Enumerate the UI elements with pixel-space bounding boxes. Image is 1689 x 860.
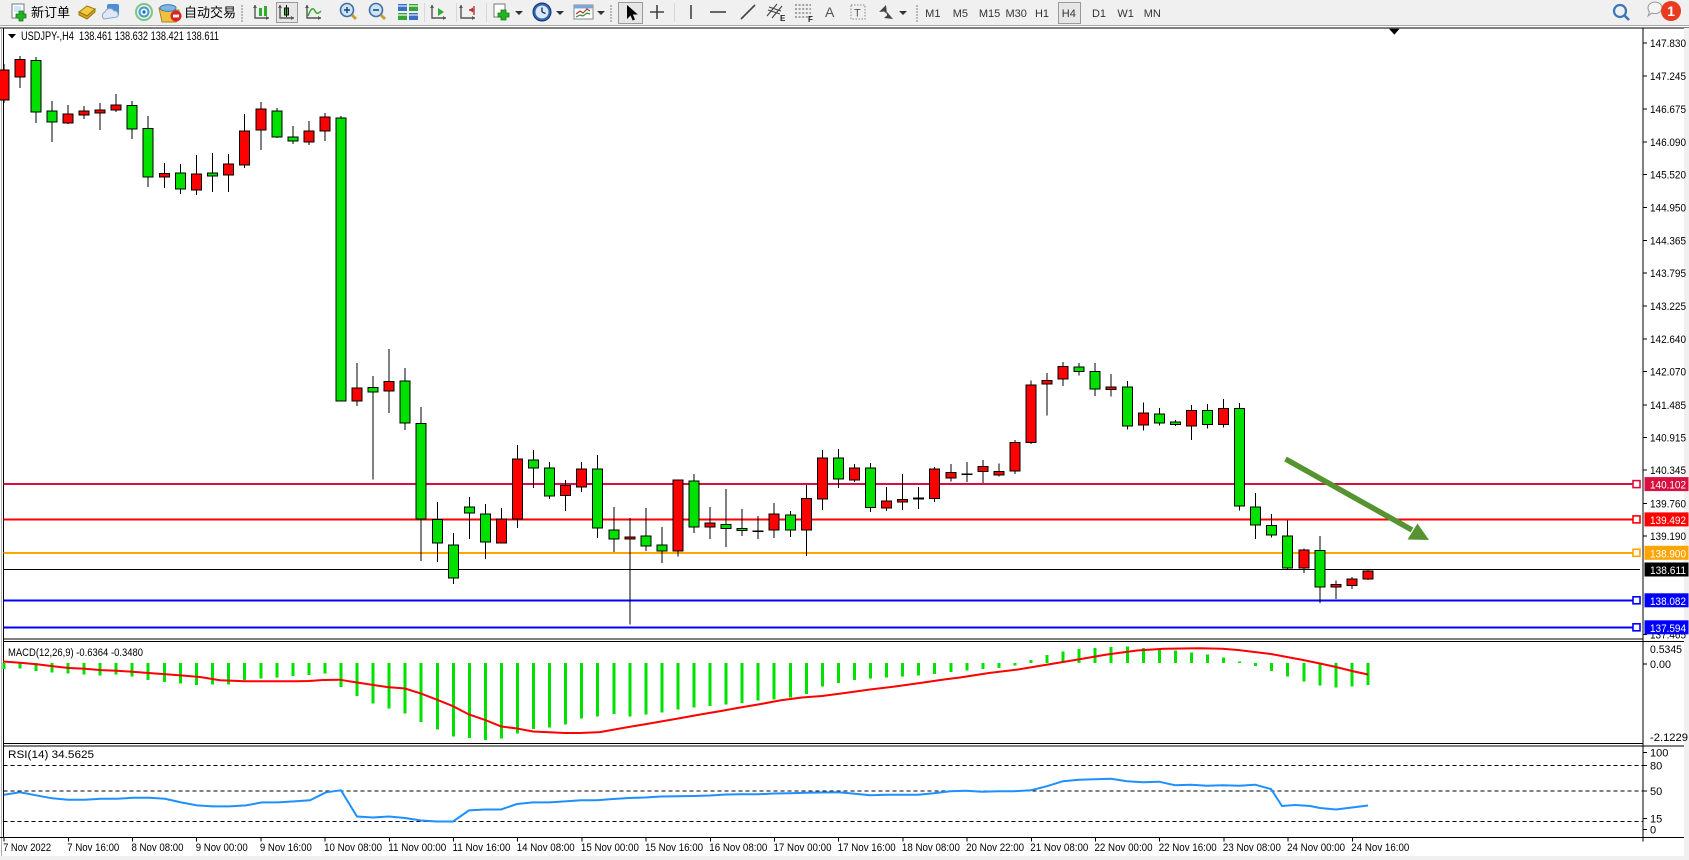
- svg-text:14 Nov 08:00: 14 Nov 08:00: [517, 842, 575, 854]
- svg-text:24 Nov 00:00: 24 Nov 00:00: [1287, 842, 1345, 854]
- svg-text:21 Nov 08:00: 21 Nov 08:00: [1030, 842, 1088, 854]
- svg-text:140.102: 140.102: [1650, 480, 1686, 492]
- svg-text:8 Nov 08:00: 8 Nov 08:00: [132, 842, 184, 854]
- svg-text:T: T: [854, 8, 861, 20]
- svg-text:D1: D1: [1092, 8, 1106, 20]
- svg-text:145.520: 145.520: [1650, 170, 1686, 182]
- svg-text:138.611: 138.611: [1650, 565, 1686, 577]
- svg-text:0.5345: 0.5345: [1650, 644, 1682, 656]
- svg-text:-2.1229: -2.1229: [1650, 732, 1688, 744]
- svg-text:9 Nov 16:00: 9 Nov 16:00: [260, 842, 312, 854]
- svg-text:15: 15: [1650, 814, 1662, 826]
- svg-text:10 Nov 08:00: 10 Nov 08:00: [324, 842, 382, 854]
- svg-text:24 Nov 16:00: 24 Nov 16:00: [1351, 842, 1409, 854]
- svg-text:H1: H1: [1035, 8, 1049, 20]
- svg-text:138.900: 138.900: [1650, 548, 1686, 560]
- svg-text:142.070: 142.070: [1650, 367, 1686, 379]
- svg-text:F: F: [808, 15, 813, 24]
- svg-text:144.365: 144.365: [1650, 236, 1686, 248]
- svg-text:50: 50: [1650, 786, 1662, 798]
- svg-text:80: 80: [1650, 761, 1662, 773]
- svg-text:15 Nov 16:00: 15 Nov 16:00: [645, 842, 703, 854]
- svg-text:22 Nov 16:00: 22 Nov 16:00: [1159, 842, 1217, 854]
- svg-text:138.082: 138.082: [1650, 596, 1686, 608]
- svg-text:17 Nov 00:00: 17 Nov 00:00: [774, 842, 832, 854]
- svg-text:15 Nov 00:00: 15 Nov 00:00: [581, 842, 639, 854]
- svg-text:18 Nov 08:00: 18 Nov 08:00: [902, 842, 960, 854]
- svg-text:7 Nov 16:00: 7 Nov 16:00: [67, 842, 119, 854]
- svg-text:11 Nov 00:00: 11 Nov 00:00: [388, 842, 446, 854]
- svg-text:MACD(12,26,9) -0.6364 -0.3480: MACD(12,26,9) -0.6364 -0.3480: [8, 647, 143, 659]
- svg-text:7 Nov 2022: 7 Nov 2022: [3, 842, 51, 854]
- svg-text:147.245: 147.245: [1650, 71, 1686, 83]
- svg-text:144.950: 144.950: [1650, 202, 1686, 214]
- svg-text:0.00: 0.00: [1650, 659, 1671, 671]
- svg-text:143.225: 143.225: [1650, 301, 1686, 313]
- svg-text:17 Nov 16:00: 17 Nov 16:00: [838, 842, 896, 854]
- svg-text:139.492: 139.492: [1650, 515, 1686, 527]
- svg-text:137.594: 137.594: [1650, 623, 1686, 635]
- svg-text:MN: MN: [1144, 8, 1161, 20]
- svg-text:9 Nov 00:00: 9 Nov 00:00: [196, 842, 248, 854]
- svg-text:W1: W1: [1117, 8, 1134, 20]
- svg-text:142.640: 142.640: [1650, 334, 1686, 346]
- svg-text:M15: M15: [979, 8, 1000, 20]
- svg-text:RSI(14) 34.5625: RSI(14) 34.5625: [8, 749, 94, 761]
- svg-text:USDJPY-,H4 138.461 138.632 13: USDJPY-,H4 138.461 138.632 138.421 138.6…: [21, 29, 219, 43]
- svg-text:0: 0: [1650, 825, 1656, 837]
- svg-text:1: 1: [1667, 3, 1675, 19]
- svg-text:20 Nov 22:00: 20 Nov 22:00: [966, 842, 1024, 854]
- svg-text:139.760: 139.760: [1650, 499, 1686, 511]
- svg-text:16 Nov 08:00: 16 Nov 08:00: [709, 842, 767, 854]
- svg-text:143.795: 143.795: [1650, 268, 1686, 280]
- svg-text:22 Nov 00:00: 22 Nov 00:00: [1095, 842, 1153, 854]
- svg-text:140.915: 140.915: [1650, 433, 1686, 445]
- svg-text:11 Nov 16:00: 11 Nov 16:00: [453, 842, 511, 854]
- svg-text:100: 100: [1650, 748, 1668, 760]
- svg-text:E: E: [780, 14, 786, 23]
- svg-text:23 Nov 08:00: 23 Nov 08:00: [1223, 842, 1281, 854]
- svg-text:140.345: 140.345: [1650, 465, 1686, 477]
- svg-text:141.485: 141.485: [1650, 400, 1686, 412]
- svg-text:新订单: 新订单: [31, 5, 70, 20]
- svg-text:H4: H4: [1062, 8, 1076, 20]
- svg-text:自动交易: 自动交易: [184, 5, 236, 20]
- svg-text:146.675: 146.675: [1650, 104, 1686, 116]
- svg-text:A: A: [825, 4, 835, 20]
- svg-text:M30: M30: [1005, 8, 1026, 20]
- svg-text:M1: M1: [925, 8, 940, 20]
- svg-text:M5: M5: [953, 8, 968, 20]
- svg-text:147.830: 147.830: [1650, 38, 1686, 50]
- svg-text:146.090: 146.090: [1650, 137, 1686, 149]
- svg-text:139.190: 139.190: [1650, 531, 1686, 543]
